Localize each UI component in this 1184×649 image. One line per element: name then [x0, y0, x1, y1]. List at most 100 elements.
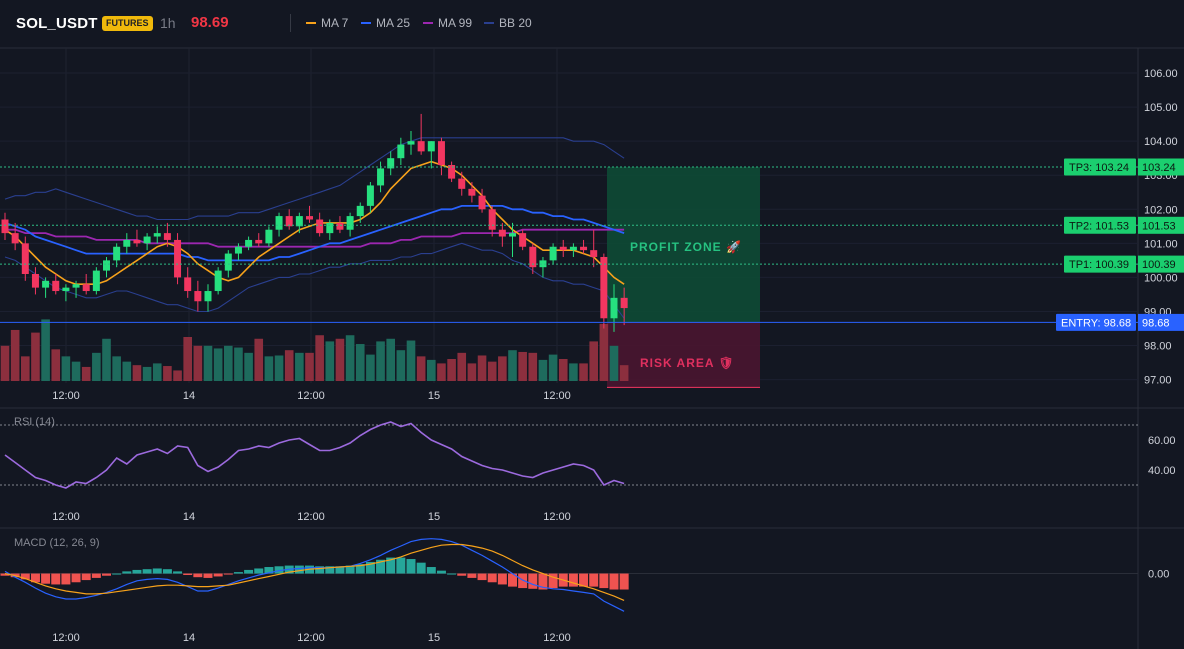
legend-ma7[interactable]: MA 7 [306, 16, 348, 30]
macd-histogram-bar [406, 559, 416, 574]
candle-body [559, 246, 567, 251]
candle[interactable] [549, 243, 557, 264]
candle[interactable] [52, 274, 60, 295]
rsi-panel[interactable] [0, 421, 1138, 489]
candle[interactable] [336, 216, 344, 234]
candle[interactable] [133, 229, 141, 247]
candle[interactable] [92, 267, 100, 295]
candle-body [448, 165, 456, 179]
candle[interactable] [184, 267, 192, 298]
candle[interactable] [234, 243, 242, 261]
candle[interactable] [620, 287, 628, 326]
candle[interactable] [143, 233, 151, 251]
candle[interactable] [31, 267, 39, 295]
volume-bar [21, 356, 30, 381]
volume-bar [92, 352, 101, 381]
candle[interactable] [1, 212, 9, 240]
symbol-name[interactable]: SOL_USDT [16, 15, 98, 32]
candle[interactable] [569, 243, 577, 257]
volume-bar [599, 323, 609, 381]
interval-selector[interactable]: 1h [160, 15, 176, 31]
candle[interactable] [590, 229, 598, 268]
candle[interactable] [610, 284, 618, 332]
candle[interactable] [498, 222, 506, 247]
candle[interactable] [72, 280, 80, 298]
candle[interactable] [194, 280, 202, 312]
macd-histogram-bar [467, 573, 477, 578]
candle[interactable] [113, 243, 121, 268]
candle[interactable] [539, 256, 547, 278]
candle[interactable] [509, 222, 516, 257]
macd-histogram-bar [416, 562, 426, 574]
candle-body [468, 188, 476, 196]
candle[interactable] [265, 226, 273, 247]
candle[interactable] [204, 284, 212, 312]
candle[interactable] [295, 212, 303, 234]
candle[interactable] [245, 236, 253, 251]
candle[interactable] [123, 233, 131, 254]
macd-histogram-bar [457, 573, 467, 576]
candle[interactable] [580, 239, 588, 254]
candle-body [143, 236, 151, 244]
candle[interactable] [255, 233, 263, 247]
candle[interactable] [316, 212, 324, 237]
candle[interactable] [478, 188, 486, 213]
volume-bar [386, 338, 395, 381]
candle[interactable] [458, 171, 466, 196]
candle[interactable] [275, 212, 283, 237]
candle[interactable] [417, 113, 425, 155]
candle[interactable] [427, 141, 435, 169]
candle[interactable] [366, 182, 374, 213]
candle[interactable] [174, 233, 182, 285]
candle[interactable] [397, 137, 405, 165]
candle-body [336, 222, 344, 230]
candle[interactable] [153, 226, 161, 244]
candle[interactable] [285, 209, 293, 230]
candle[interactable] [488, 205, 496, 237]
candle[interactable] [519, 229, 527, 251]
legend-bb20[interactable]: BB 20 [484, 16, 532, 30]
candle[interactable] [468, 182, 476, 203]
candle[interactable] [306, 205, 313, 223]
volume-bar [10, 329, 20, 381]
candle[interactable] [407, 130, 415, 155]
candle[interactable] [346, 212, 354, 237]
legend-bb20-swatch [484, 21, 494, 24]
candle-body [245, 239, 253, 247]
candle[interactable] [103, 256, 110, 278]
candle-body [214, 270, 222, 292]
candle[interactable] [163, 222, 171, 247]
candle[interactable] [377, 161, 385, 193]
time-tick: 12:00 [297, 390, 325, 402]
candlesticks[interactable] [1, 113, 628, 332]
candle[interactable] [356, 202, 364, 223]
candle-body [600, 256, 608, 319]
candle[interactable] [42, 277, 50, 298]
volume-bar [548, 354, 558, 381]
ma25-line [4, 205, 625, 262]
legend-ma25[interactable]: MA 25 [361, 16, 410, 30]
candle[interactable] [387, 151, 395, 176]
price-axis[interactable]: 106.00 105.00 104.00 103.00 102.00 101.0… [1144, 68, 1178, 387]
candle[interactable] [529, 243, 537, 274]
legend-bb20-label: BB 20 [499, 16, 532, 30]
candle-body [488, 209, 496, 230]
candle-body [306, 216, 313, 220]
candle[interactable] [600, 253, 608, 329]
macd-panel[interactable] [0, 538, 1138, 612]
candle[interactable] [82, 274, 90, 295]
macd-histogram-bar [122, 571, 132, 574]
time-axis-main[interactable]: 12:00 14 12:00 15 12:00 [52, 390, 571, 402]
candle[interactable] [11, 222, 19, 251]
legend-ma99[interactable]: MA 99 [423, 16, 472, 30]
candle[interactable] [437, 137, 445, 176]
time-tick: 14 [183, 390, 195, 402]
candle[interactable] [559, 239, 567, 257]
price-tick: 104.00 [1144, 136, 1178, 148]
candle[interactable] [214, 267, 222, 295]
candle[interactable] [448, 161, 456, 183]
candle[interactable] [62, 284, 70, 302]
candle[interactable] [21, 236, 29, 281]
candle[interactable] [326, 219, 334, 240]
